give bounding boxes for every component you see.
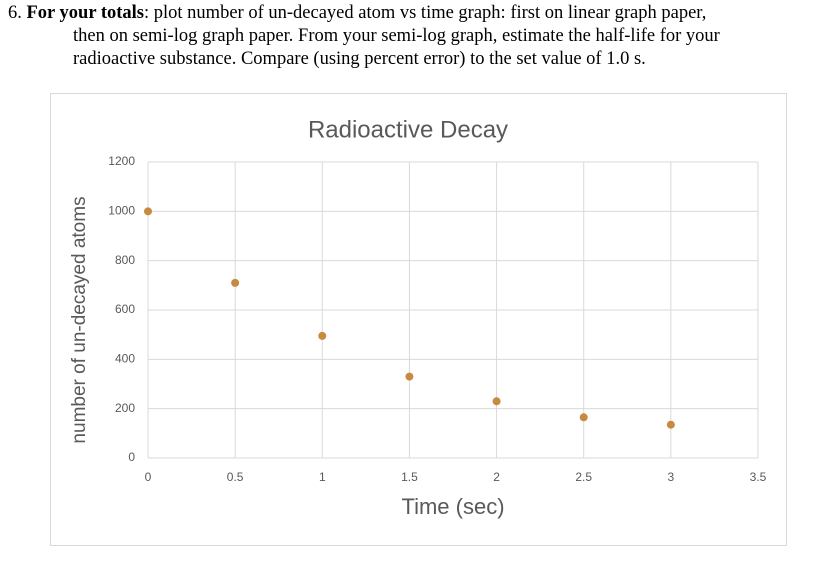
y-tick-label: 400 xyxy=(115,352,135,366)
y-tick-label: 1200 xyxy=(108,154,135,168)
data-point xyxy=(318,331,327,340)
bold-lead: For your totals xyxy=(26,3,145,23)
data-point xyxy=(579,413,588,422)
y-tick-label: 800 xyxy=(115,253,135,267)
data-point xyxy=(666,420,675,429)
x-tick-label: 3.5 xyxy=(750,470,767,484)
x-axis-label: Time (sec) xyxy=(401,494,504,519)
y-tick-label: 1000 xyxy=(108,204,135,218)
question-line: radioactive substance. Compare (using pe… xyxy=(73,49,646,69)
chart-frame xyxy=(50,93,787,546)
x-tick-label: 2.5 xyxy=(575,470,592,484)
x-tick-label: 1 xyxy=(319,470,326,484)
y-axis-label: number of un-decayed atoms xyxy=(69,196,90,443)
question-text: : plot number of un-decayed atom vs time… xyxy=(144,3,707,23)
x-tick-label: 1.5 xyxy=(401,470,418,484)
chart-title: Radioactive Decay xyxy=(308,116,508,143)
x-tick-label: 2 xyxy=(493,470,500,484)
y-tick-label: 600 xyxy=(115,302,135,316)
question: 6. For your totals: plot number of un-de… xyxy=(8,2,720,71)
data-point xyxy=(144,207,152,216)
question-line: 6. For your totals: plot number of un-de… xyxy=(8,2,720,25)
question-line: then on semi-log graph paper. From your … xyxy=(73,26,720,46)
question-number: 6. xyxy=(8,3,22,23)
y-tick-label: 200 xyxy=(115,401,135,415)
data-point xyxy=(492,397,501,406)
x-tick-label: 3 xyxy=(668,470,675,484)
data-point xyxy=(405,372,414,381)
data-point xyxy=(231,278,240,287)
x-tick-label: 0.5 xyxy=(227,470,244,484)
x-tick-label: 0 xyxy=(145,470,152,484)
y-tick-label: 0 xyxy=(128,450,135,464)
